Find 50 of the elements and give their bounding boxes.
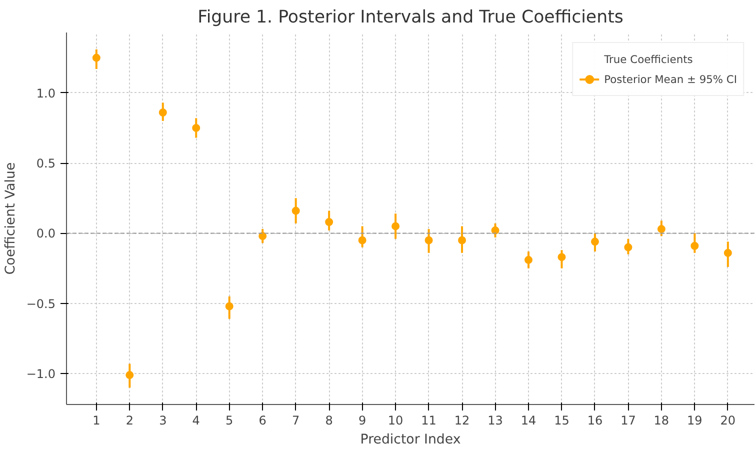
x-tick-label: 4 xyxy=(192,414,200,428)
point xyxy=(624,243,632,252)
text: True Coefficients xyxy=(604,52,693,66)
point xyxy=(590,238,599,246)
point xyxy=(192,124,200,132)
point xyxy=(558,253,566,262)
x-tick-label: 9 xyxy=(358,414,366,428)
chart-title: Figure 1. Posterior Intervals and True Coefficients xyxy=(198,8,624,28)
point xyxy=(92,54,100,62)
x-tick-label: 18 xyxy=(654,414,670,428)
x-axis-title: Predictor Index xyxy=(360,432,461,448)
point xyxy=(126,371,134,380)
x-tick-label: 14 xyxy=(520,414,536,428)
point xyxy=(225,302,234,310)
point xyxy=(491,226,500,234)
y-tick-label: −1.0 xyxy=(26,367,56,382)
legend-label: Posterior Mean ± 95% CI xyxy=(604,72,737,86)
point xyxy=(458,236,466,244)
x-tick-label: 12 xyxy=(454,414,470,428)
point xyxy=(325,218,334,226)
point xyxy=(690,242,699,250)
y-tick-label: 1.0 xyxy=(36,86,56,100)
x-tick-label: 13 xyxy=(488,414,503,428)
y-tick-label: 0.0 xyxy=(36,226,56,241)
y-tick-label: −0.5 xyxy=(26,296,56,311)
x-tick-label: 8 xyxy=(325,414,333,428)
point xyxy=(724,248,732,257)
x-tick-label: 11 xyxy=(421,414,436,428)
y-axis-title: Coefficient Value xyxy=(3,162,18,275)
x-tick-label: 2 xyxy=(126,414,134,428)
point xyxy=(392,222,400,230)
x-tick-label: 5 xyxy=(226,414,234,428)
x-tick-label: 10 xyxy=(388,414,404,428)
x-tick-label: 3 xyxy=(159,414,167,428)
x-tick-label: 1 xyxy=(92,414,100,428)
y-tick-label: 0.5 xyxy=(36,156,56,171)
point xyxy=(358,236,366,244)
point xyxy=(158,108,167,117)
point xyxy=(657,225,666,234)
x-tick-label: 7 xyxy=(292,414,300,428)
point xyxy=(292,206,300,215)
x-tick-label: 17 xyxy=(620,414,636,428)
x-tick-label: 20 xyxy=(720,414,736,428)
x-tick-label: 15 xyxy=(554,414,570,428)
x-tick-label: 19 xyxy=(687,414,702,428)
x-tick-label: 6 xyxy=(258,414,266,428)
point xyxy=(258,232,267,240)
x-tick-label: 16 xyxy=(587,414,603,428)
point xyxy=(524,256,532,264)
point xyxy=(424,236,433,244)
